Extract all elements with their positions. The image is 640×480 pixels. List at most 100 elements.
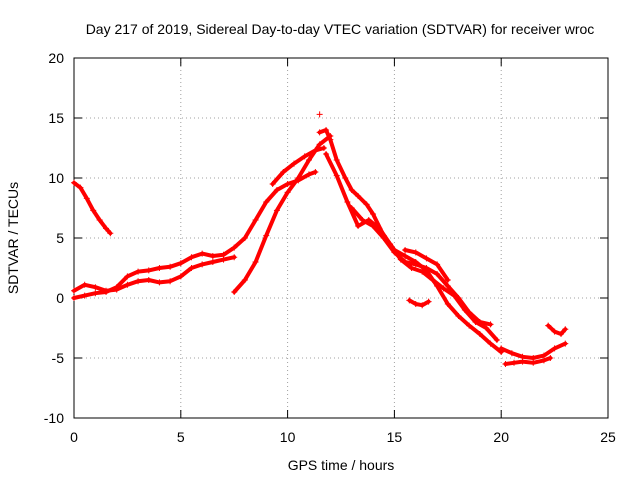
data-point [273, 187, 280, 193]
data-point [320, 145, 327, 151]
data-point [135, 278, 142, 285]
data-point [156, 279, 163, 286]
data-point [558, 331, 565, 337]
series-arc-12 [502, 355, 554, 367]
data-point [440, 285, 447, 292]
series-arc-8 [348, 205, 494, 328]
data-point [323, 127, 330, 133]
data-point [323, 151, 330, 157]
data-point [103, 225, 110, 232]
data-point [295, 175, 302, 181]
data-point [273, 207, 280, 214]
data-point [444, 301, 451, 307]
series-trace [72, 180, 113, 236]
grid-lines [74, 58, 608, 418]
data-point [419, 302, 426, 309]
data-point [71, 179, 77, 186]
data-point [466, 322, 473, 329]
data-point [316, 129, 323, 136]
chart-title: Day 217 of 2019, Sidereal Day-to-day VTE… [86, 21, 595, 37]
series-arc-10 [406, 297, 432, 309]
data-point [444, 283, 451, 289]
data-point [402, 247, 409, 253]
x-tick-label: 25 [600, 429, 616, 445]
data-point [419, 268, 426, 275]
data-point [333, 172, 340, 179]
x-axis-label: GPS time / hours [288, 457, 395, 473]
x-tick-label: 0 [70, 429, 78, 445]
data-point [312, 147, 319, 154]
data-point [511, 359, 518, 366]
y-tick-label: -5 [52, 350, 65, 366]
y-tick-label: 5 [56, 230, 64, 246]
data-point [363, 201, 370, 208]
data-point [493, 337, 500, 343]
data-point [502, 361, 509, 367]
series-arc-5 [269, 145, 327, 187]
series-arc-11 [498, 340, 569, 361]
data-point [167, 263, 174, 270]
data-point [145, 277, 152, 283]
data-point [177, 260, 184, 267]
data-point [220, 251, 227, 258]
data-point [406, 297, 413, 304]
series-trace [349, 206, 493, 327]
data-point [124, 273, 131, 280]
data-point [241, 277, 248, 283]
data-point [199, 261, 206, 268]
data-point [380, 235, 387, 241]
data-point [327, 136, 334, 143]
data-point [263, 199, 270, 205]
data-point [252, 259, 259, 265]
data-point [316, 141, 323, 148]
data-point [231, 254, 238, 261]
y-tick-label: 10 [48, 170, 64, 186]
data-point [81, 281, 88, 288]
data-point [408, 265, 415, 271]
data-point [476, 319, 483, 325]
data-point [412, 249, 419, 256]
data-point [547, 355, 554, 361]
data-point [348, 205, 355, 211]
data-point [412, 301, 419, 307]
data-point [231, 244, 238, 251]
data-point [402, 253, 409, 259]
data-point [487, 340, 494, 347]
data-point [434, 261, 441, 268]
data-point [359, 217, 366, 223]
data-point [391, 249, 398, 256]
data-point [96, 217, 103, 223]
series-arc-1 [71, 179, 114, 237]
data-point [423, 255, 430, 262]
data-point [423, 265, 430, 271]
data-point [305, 157, 312, 163]
data-point [551, 328, 558, 335]
data-point [455, 295, 462, 301]
series-arc-3 [71, 169, 319, 301]
data-point [355, 193, 362, 199]
data-point [562, 326, 569, 333]
data-point [188, 265, 195, 271]
data-point [241, 235, 248, 241]
data-point [135, 268, 142, 275]
x-tick-label: 20 [493, 429, 509, 445]
series-trace [407, 298, 431, 308]
data-point [284, 189, 291, 196]
data-point [498, 345, 505, 352]
series-arc-9 [402, 247, 451, 283]
data-point [434, 271, 441, 277]
series-arc-4 [231, 133, 334, 295]
data-point [209, 259, 216, 265]
data-point [145, 267, 152, 274]
series-outlier [316, 111, 323, 118]
data-point [551, 345, 558, 352]
data-point [370, 211, 377, 217]
axis-ticks: 0 5 10 15 20 25 -10 -5 0 5 10 15 20 [44, 50, 616, 445]
series-arc-2 [71, 254, 238, 294]
data-point [156, 265, 163, 271]
data-point [342, 175, 349, 181]
data-point [483, 325, 490, 331]
data-point [92, 290, 99, 297]
data-point [316, 111, 323, 118]
